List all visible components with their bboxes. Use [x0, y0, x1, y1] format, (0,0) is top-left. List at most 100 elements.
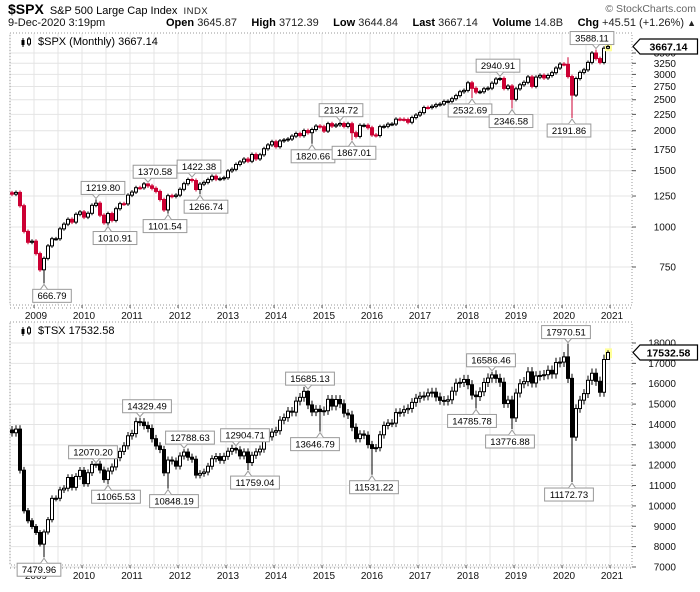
annotation-callout: [447, 413, 497, 428]
svg-text:1370.58: 1370.58: [138, 167, 172, 178]
svg-text:1101.54: 1101.54: [148, 221, 182, 232]
candlestick-chart-icon: [20, 325, 33, 337]
svg-text:2750: 2750: [654, 82, 677, 93]
annotation-callout: [220, 428, 270, 443]
svg-text:1500: 1500: [654, 166, 677, 177]
svg-text:1219.80: 1219.80: [86, 183, 120, 194]
quote-bar: 9-Dec-2020 3:19pm Open 3645.87 High 3712…: [8, 17, 696, 29]
chart-header: $SPX S&P 500 Large Cap Index INDX: [8, 1, 208, 17]
svg-text:2019: 2019: [505, 571, 528, 582]
svg-text:2011: 2011: [121, 571, 143, 582]
svg-text:2012: 2012: [169, 571, 192, 582]
svg-text:2016: 2016: [361, 571, 384, 582]
annotation-callout: [165, 430, 215, 445]
quote-open: Open 3645.87: [166, 17, 237, 29]
svg-text:3000: 3000: [654, 70, 677, 81]
volume-value: 14.8B: [534, 17, 564, 29]
svg-text:1750: 1750: [654, 145, 677, 156]
svg-text:2009: 2009: [25, 311, 48, 322]
annotation-callout: [92, 231, 138, 246]
svg-text:11000: 11000: [649, 481, 677, 492]
quote-high: High 3712.39: [251, 17, 318, 29]
last-price-tag: [632, 344, 699, 361]
svg-text:2018: 2018: [457, 311, 480, 322]
svg-text:11065.53: 11065.53: [97, 492, 136, 503]
svg-text:12070.20: 12070.20: [73, 448, 113, 459]
svg-text:2020: 2020: [553, 311, 576, 322]
svg-text:2250: 2250: [654, 110, 677, 121]
svg-text:2018: 2018: [457, 571, 480, 582]
svg-text:750: 750: [659, 263, 676, 274]
svg-text:13646.79: 13646.79: [295, 439, 335, 450]
svg-text:2010: 2010: [73, 571, 96, 582]
chg-up-triangle-icon: ▲: [687, 18, 696, 28]
svg-text:14000: 14000: [648, 420, 676, 431]
low-value: 3644.84: [358, 17, 398, 29]
annotation-callout: [91, 489, 141, 504]
svg-text:17532.58: 17532.58: [647, 347, 691, 359]
annotation-callout: [122, 399, 172, 414]
chg-label: Chg: [577, 17, 599, 29]
svg-text:2021: 2021: [601, 311, 624, 322]
annotation-callout: [149, 494, 199, 509]
svg-text:8000: 8000: [654, 542, 677, 553]
svg-text:11759.04: 11759.04: [236, 478, 275, 489]
svg-text:18000: 18000: [648, 339, 676, 350]
tsx-chart-title-text: $TSX 17532.58: [38, 325, 115, 337]
annotation-callout: [32, 288, 72, 303]
svg-text:2011: 2011: [121, 311, 143, 322]
svg-text:16586.46: 16586.46: [471, 356, 511, 367]
spx-pane: 2009 2010 2011 2012 2013 2014 2015 2016 2017 2018…: [9, 31, 699, 322]
annotation-callout: [80, 180, 126, 195]
svg-text:2346.58: 2346.58: [494, 116, 528, 127]
svg-text:2191.86: 2191.86: [552, 126, 586, 137]
tsx-chart-title: $TSX 17532.58: [20, 325, 114, 337]
svg-text:2000: 2000: [654, 126, 677, 137]
low-label: Low: [333, 17, 356, 29]
svg-text:2017: 2017: [409, 311, 432, 322]
svg-text:7000: 7000: [654, 563, 677, 574]
svg-text:2019: 2019: [505, 311, 528, 322]
svg-text:2021: 2021: [601, 571, 624, 582]
svg-text:9000: 9000: [654, 522, 677, 533]
svg-text:2134.72: 2134.72: [324, 105, 358, 116]
svg-text:12904.71: 12904.71: [225, 431, 265, 442]
svg-text:3588.11: 3588.11: [575, 33, 609, 44]
svg-text:2015: 2015: [313, 571, 336, 582]
last-price-tag: [632, 38, 699, 55]
svg-text:7479.96: 7479.96: [22, 565, 56, 576]
svg-text:2500: 2500: [654, 95, 677, 106]
spx-chart-title: $SPX (Monthly) 3667.14: [20, 36, 158, 48]
open-value: 3645.87: [197, 17, 237, 29]
open-label: Open: [166, 17, 195, 29]
svg-text:2014: 2014: [265, 571, 288, 582]
svg-text:15685.13: 15685.13: [290, 374, 330, 385]
exchange-label: INDX: [183, 6, 209, 17]
svg-text:10000: 10000: [648, 501, 676, 512]
svg-text:17970.51: 17970.51: [546, 327, 586, 338]
volume-label: Volume: [492, 17, 532, 29]
svg-text:10848.19: 10848.19: [154, 496, 194, 507]
quote-values: Open 3645.87 High 3712.39 Low 3644.84 La…: [166, 17, 696, 29]
svg-text:17000: 17000: [648, 359, 676, 370]
ticker-symbol: $SPX: [8, 1, 44, 17]
svg-text:12788.63: 12788.63: [170, 433, 210, 444]
svg-text:2010: 2010: [73, 311, 96, 322]
svg-text:14329.49: 14329.49: [127, 402, 167, 413]
quote-last: Last 3667.14: [412, 17, 477, 29]
svg-text:12000: 12000: [648, 461, 676, 472]
annotation-callout: [176, 159, 222, 174]
tsx-pane: 2009201020112012201320142015201620172018…: [9, 321, 699, 582]
svg-text:1867.01: 1867.01: [337, 148, 371, 159]
annotation-callout: [230, 475, 280, 490]
quote-change: Chg +45.51 (+1.26%) ▲: [578, 17, 696, 29]
svg-text:3250: 3250: [654, 59, 677, 70]
svg-text:2013: 2013: [217, 311, 240, 322]
svg-text:1820.66: 1820.66: [296, 152, 330, 163]
svg-text:13776.88: 13776.88: [490, 437, 530, 448]
last-value: 3667.14: [438, 17, 478, 29]
svg-text:2013: 2013: [217, 571, 240, 582]
quote-datetime: 9-Dec-2020 3:19pm: [8, 17, 106, 29]
quote-volume: Volume 14.8B: [492, 17, 563, 29]
